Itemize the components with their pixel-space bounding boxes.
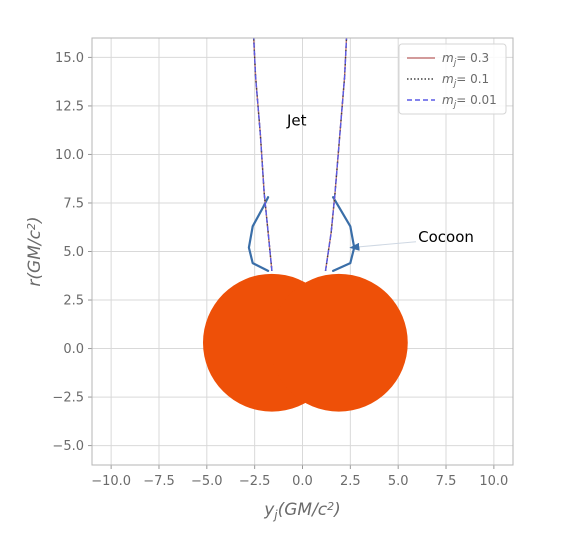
- annotation-jet: Jet: [286, 111, 307, 129]
- y-ticks: −5.0 −2.5 0.0 2.5 5.0 7.5 10.0 12.5 15.0: [52, 51, 92, 454]
- x-tick-label: 10.0: [479, 474, 508, 489]
- x-axis-label: yj(GM/c2): [263, 500, 341, 522]
- y-tick-label: 10.0: [55, 148, 84, 163]
- annotations: Jet Cocoon: [286, 111, 474, 251]
- annotation-cocoon: Cocoon: [418, 228, 474, 246]
- y-tick-label: 15.0: [55, 51, 84, 66]
- y-axis-label: r(GM/c2): [25, 216, 45, 286]
- legend: mj= 0.3 mj= 0.1 mj= 0.01: [398, 43, 507, 115]
- y-tick-label: 7.5: [63, 196, 84, 211]
- y-tick-label: 2.5: [63, 294, 84, 309]
- cocoon-outline: [247, 196, 356, 272]
- x-tick-label: −5.0: [191, 474, 223, 489]
- legend-box: [398, 43, 507, 115]
- legend-label-1: mj= 0.3: [442, 51, 489, 68]
- x-tick-label: −7.5: [143, 474, 175, 489]
- x-tick-label: 0.0: [292, 474, 313, 489]
- legend-label-3: mj= 0.01: [442, 93, 497, 110]
- y-tick-label: 5.0: [63, 245, 84, 260]
- x-tick-label: 7.5: [436, 474, 457, 489]
- x-ticks: −10.0 −7.5 −5.0 −2.5 0.0 2.5 5.0 7.5 10.0: [91, 465, 508, 489]
- black-hole-circle-2: [269, 273, 408, 412]
- y-tick-label: 0.0: [63, 342, 84, 357]
- legend-label-2: mj= 0.1: [442, 72, 489, 89]
- plot-frame: [91, 37, 514, 466]
- cocoon-arrow: [349, 241, 417, 251]
- cocoon-right: [332, 196, 356, 272]
- x-tick-label: 5.0: [388, 474, 409, 489]
- series-lines: [253, 37, 348, 272]
- y-tick-label: 12.5: [55, 99, 84, 114]
- y-tick-label: −2.5: [52, 391, 84, 406]
- x-tick-label: 2.5: [340, 474, 361, 489]
- series-line-3-left: [253, 37, 273, 271]
- cocoon-left: [247, 196, 270, 272]
- x-tick-label: −2.5: [239, 474, 271, 489]
- y-tick-label: −5.0: [52, 439, 84, 454]
- circles: [202, 273, 408, 412]
- x-tick-label: −10.0: [91, 474, 131, 489]
- series-line-3-right: [324, 37, 348, 272]
